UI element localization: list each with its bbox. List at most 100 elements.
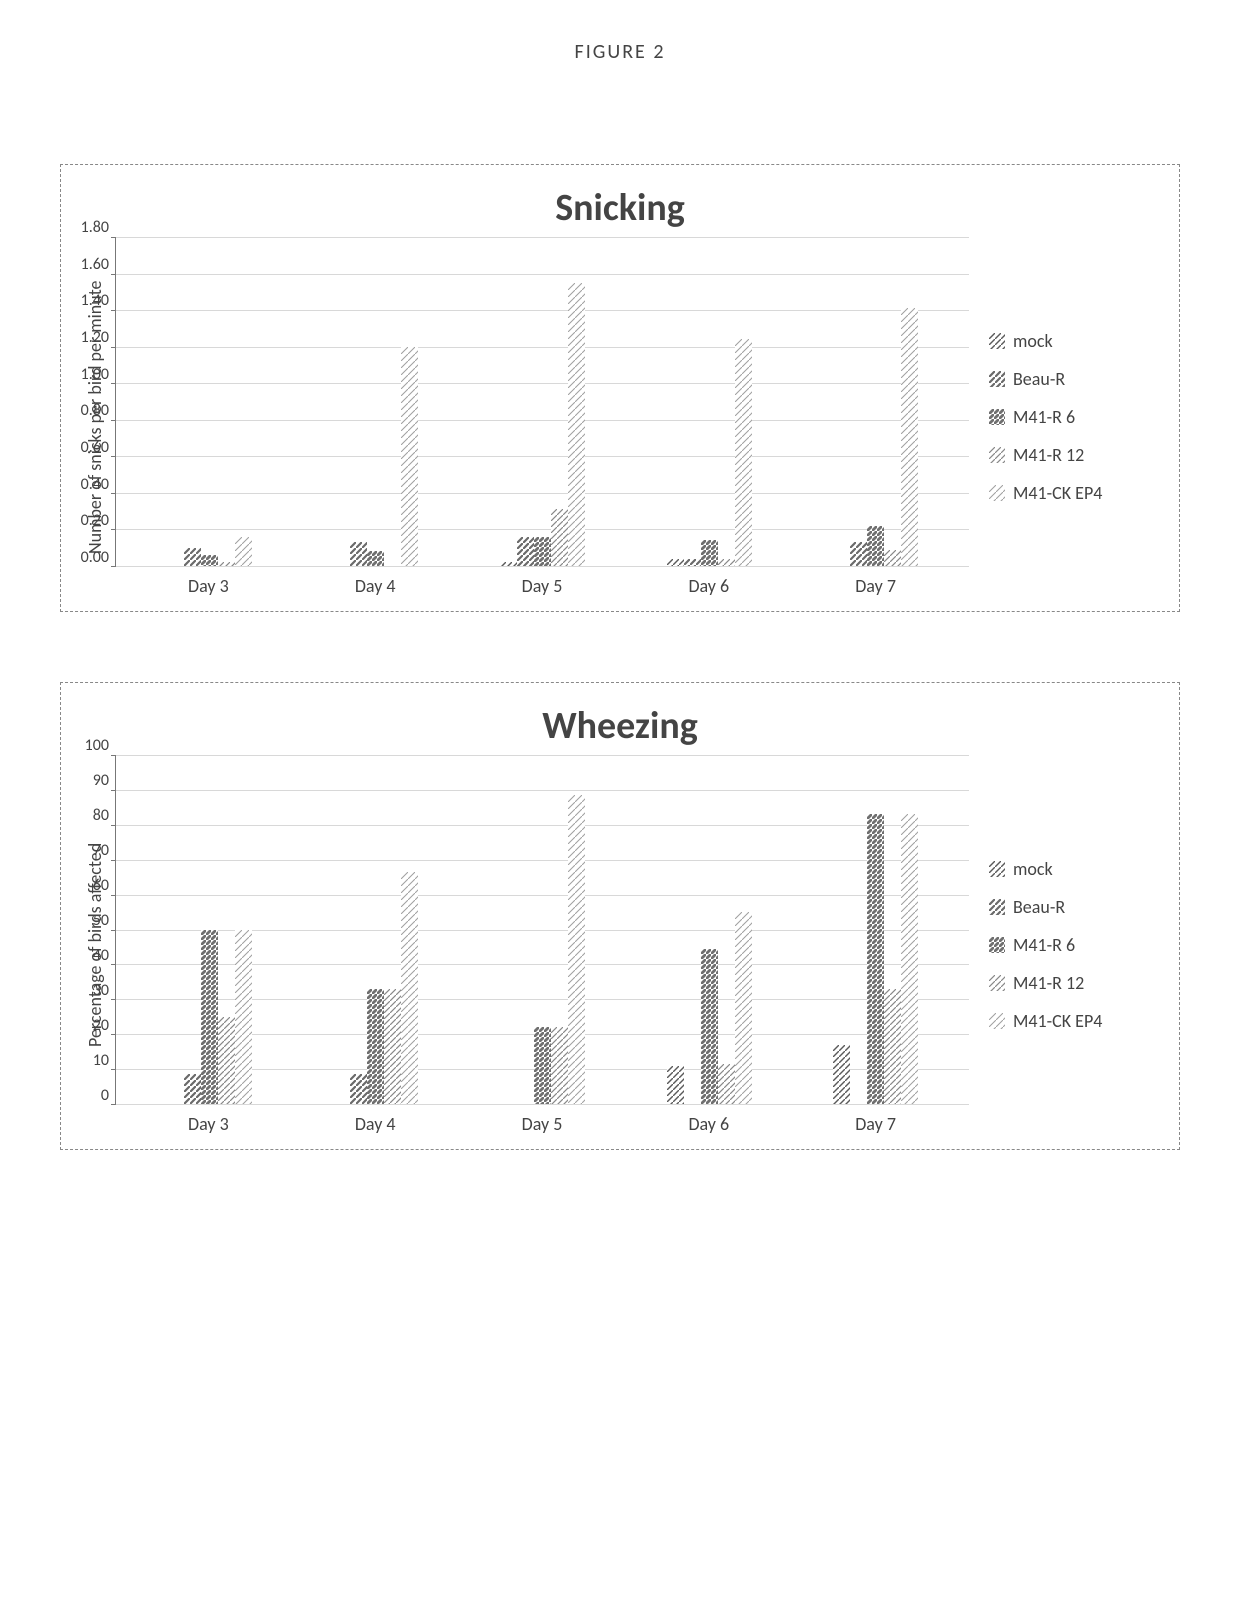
legend-swatch [989,409,1005,425]
bar [884,989,901,1104]
legend-swatch [989,333,1005,349]
x-tick-label: Day 7 [792,1113,959,1135]
legend-label: M41-R 6 [1013,406,1075,428]
y-tick-mark [111,566,116,567]
legend-label: mock [1013,858,1053,880]
bar [735,339,752,566]
bar-groups [116,755,969,1104]
bar [718,1064,735,1104]
x-tick-label: Day 3 [125,575,292,597]
legend-label: Beau-R [1013,896,1065,918]
legend-item: M41-R 12 [989,972,1159,994]
x-tick-label: Day 4 [292,1113,459,1135]
bar [517,537,534,566]
bar [701,949,718,1104]
legend-item: M41-CK EP4 [989,1010,1159,1032]
plot-area [115,237,969,567]
legend-swatch [989,861,1005,877]
bar-group [293,237,460,566]
bar [867,814,884,1104]
gridline [116,566,969,567]
bar [235,537,252,566]
y-tick-mark [111,1104,116,1105]
bar-group [459,755,626,1104]
legend-item: M41-R 6 [989,934,1159,956]
x-tick-label: Day 3 [125,1113,292,1135]
legend-swatch [989,937,1005,953]
bar [735,912,752,1104]
bar-group [126,755,293,1104]
bar [568,283,585,566]
legend-item: mock [989,858,1159,880]
bar [235,930,252,1105]
bar [350,542,367,566]
bar-group [459,237,626,566]
legend-swatch [989,899,1005,915]
bar [201,930,218,1105]
bar [384,989,401,1104]
x-tick-label: Day 7 [792,575,959,597]
bar [534,1027,551,1104]
legend: mock Beau-R M41-R 6 M41-R 12 M41-CK EP4 [969,755,1159,1135]
bar [218,562,235,566]
legend-label: M41-R 6 [1013,934,1075,956]
x-tick-label: Day 6 [625,1113,792,1135]
charts-container: SnickingNumber of snicks per bird per mi… [60,164,1180,1150]
legend-label: M41-R 12 [1013,444,1084,466]
bar [218,1017,235,1104]
legend-label: M41-CK EP4 [1013,482,1102,504]
bar-group [792,755,959,1104]
legend-swatch [989,447,1005,463]
legend-swatch [989,485,1005,501]
x-labels: Day 3Day 4Day 5Day 6Day 7 [115,1113,969,1135]
bar [551,1027,568,1104]
x-tick-label: Day 5 [459,1113,626,1135]
bar [500,562,517,566]
bar [667,1066,684,1104]
legend-item: Beau-R [989,368,1159,390]
bar [568,795,585,1104]
bar-group [792,237,959,566]
bar [901,308,918,566]
bar [201,555,218,566]
bar [884,550,901,566]
x-tick-label: Day 4 [292,575,459,597]
bar-group [626,237,793,566]
plot-area [115,755,969,1105]
x-tick-label: Day 5 [459,575,626,597]
bar [534,537,551,566]
chart-title: Snicking [81,185,1159,231]
bar [367,989,384,1104]
legend-swatch [989,975,1005,991]
chart-title: Wheezing [81,703,1159,749]
bar [401,872,418,1104]
bar [833,1045,850,1104]
legend: mock Beau-R M41-R 6 M41-R 12 M41-CK EP4 [969,237,1159,597]
chart-snicking: SnickingNumber of snicks per bird per mi… [60,164,1180,612]
bar [551,509,568,566]
bar [867,526,884,566]
figure-label: FIGURE 2 [60,40,1180,64]
bar [701,540,718,566]
bar-group [293,755,460,1104]
bar-group [126,237,293,566]
gridline [116,1104,969,1105]
bar-group [626,755,793,1104]
bar [350,1074,367,1104]
bar [184,1074,201,1104]
bar [367,551,384,566]
legend-swatch [989,371,1005,387]
bar [184,548,201,566]
legend-label: M41-CK EP4 [1013,1010,1102,1032]
legend-label: mock [1013,330,1053,352]
legend-item: M41-R 6 [989,406,1159,428]
bar-groups [116,237,969,566]
bar [901,814,918,1104]
legend-item: M41-R 12 [989,444,1159,466]
legend-label: Beau-R [1013,368,1065,390]
bar [667,559,684,566]
legend-item: Beau-R [989,896,1159,918]
legend-item: mock [989,330,1159,352]
bar [850,542,867,566]
bar [401,347,418,566]
